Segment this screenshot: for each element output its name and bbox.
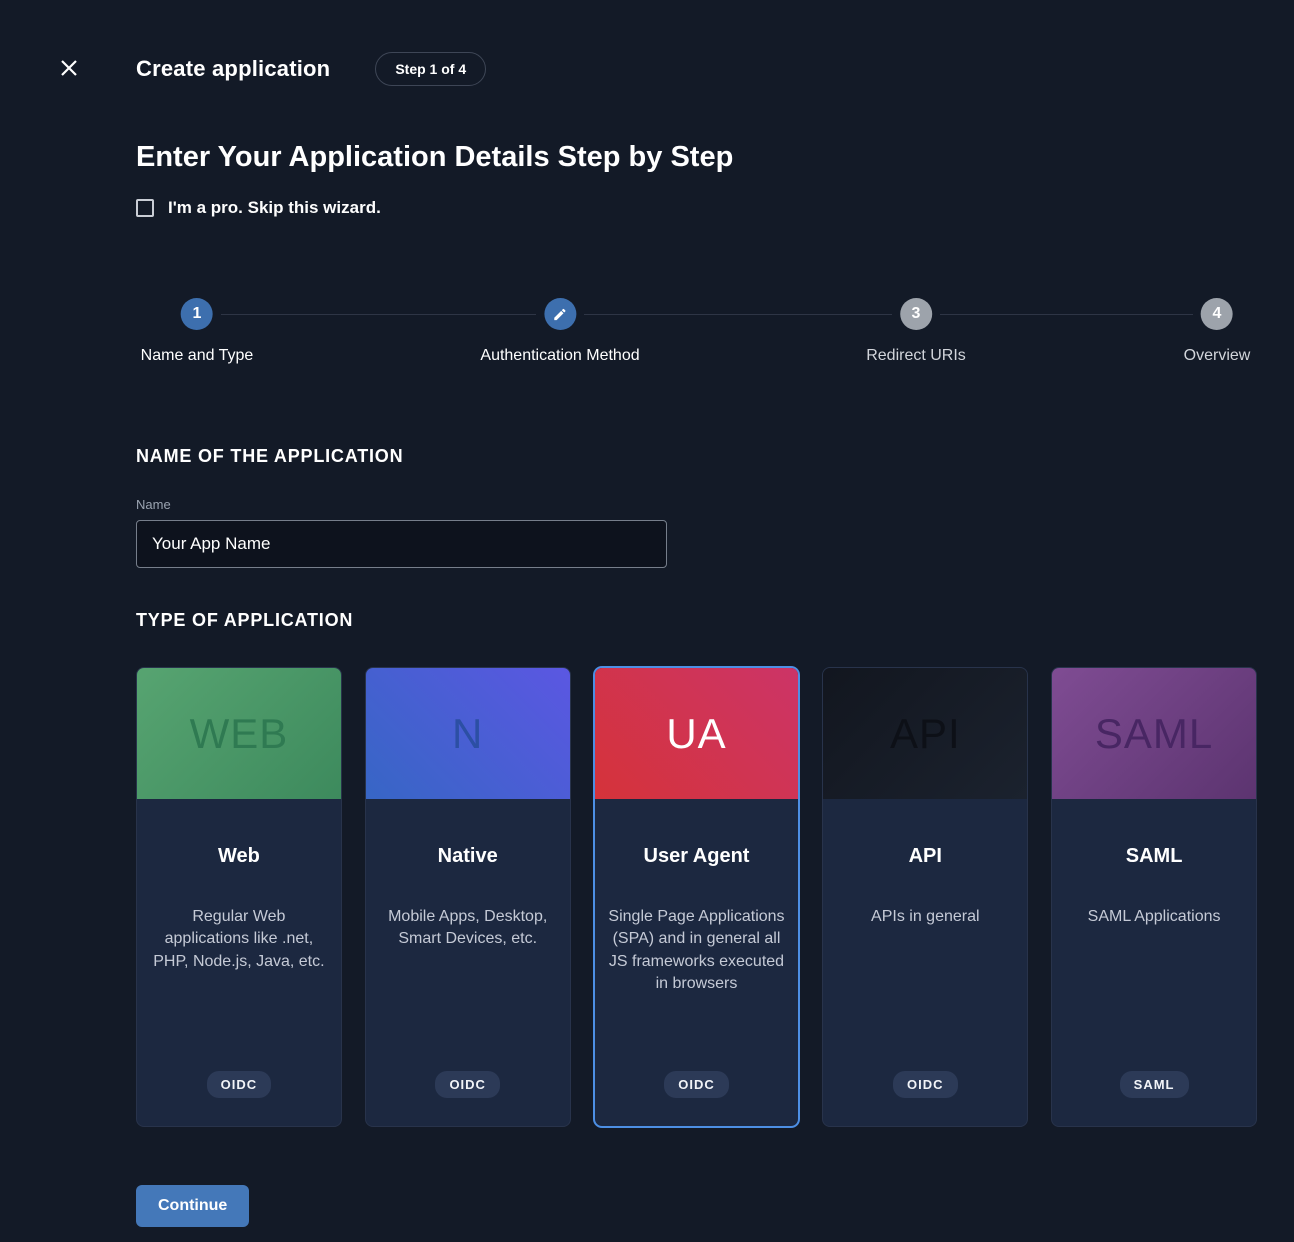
- app-type-card-list: WEB Web Regular Web applications like .n…: [136, 667, 1257, 1127]
- card-description: Regular Web applications like .net, PHP,…: [153, 908, 325, 970]
- stepper-step-redirect-uris[interactable]: 3 Redirect URIs: [866, 298, 966, 365]
- type-section-heading: TYPE OF APPLICATION: [136, 610, 354, 630]
- skip-wizard-label: I'm a pro. Skip this wizard.: [168, 198, 381, 217]
- step-label: Authentication Method: [480, 347, 640, 364]
- name-section-heading: NAME OF THE APPLICATION: [136, 446, 404, 466]
- app-type-card-web[interactable]: WEB Web Regular Web applications like .n…: [136, 667, 342, 1127]
- card-body: User Agent Single Page Applications (SPA…: [595, 799, 799, 1126]
- card-description: Mobile Apps, Desktop, Smart Devices, etc…: [388, 908, 548, 948]
- app-type-card-user-agent[interactable]: UA User Agent Single Page Applications (…: [593, 667, 800, 1127]
- card-body: Native Mobile Apps, Desktop, Smart Devic…: [366, 799, 570, 1126]
- card-title: Native: [437, 845, 498, 867]
- stepper-step-name-and-type[interactable]: 1 Name and Type: [140, 298, 254, 365]
- card-body: Web Regular Web applications like .net, …: [137, 799, 341, 1126]
- card-title: API: [908, 845, 942, 867]
- close-button[interactable]: [55, 55, 83, 83]
- protocol-badge: OIDC: [435, 1071, 500, 1098]
- card-title: User Agent: [643, 845, 750, 867]
- step-label: Redirect URIs: [866, 347, 966, 364]
- wizard-heading: Enter Your Application Details Step by S…: [136, 141, 734, 173]
- card-header-web: WEB: [137, 668, 341, 799]
- card-body: SAML SAML Applications SAML: [1052, 799, 1256, 1126]
- dialog-header: Create application Step 1 of 4: [0, 0, 1294, 86]
- card-body: API APIs in general OIDC: [823, 799, 1027, 1126]
- stepper-connector: [940, 314, 1193, 315]
- stepper-connector: [221, 314, 536, 315]
- protocol-badge: OIDC: [664, 1071, 729, 1098]
- card-description: Single Page Applications (SPA) and in ge…: [608, 908, 785, 993]
- stepper-connector: [584, 314, 892, 315]
- card-title: SAML: [1125, 845, 1183, 867]
- skip-wizard-checkbox[interactable]: [136, 199, 154, 217]
- step-badge: Step 1 of 4: [375, 52, 487, 86]
- close-icon: [57, 56, 81, 83]
- stepper-step-overview[interactable]: 4 Overview: [1183, 298, 1251, 365]
- continue-button[interactable]: Continue: [136, 1185, 250, 1227]
- step-number: 3: [899, 298, 932, 330]
- app-type-card-saml[interactable]: SAML SAML SAML Applications SAML: [1051, 667, 1257, 1127]
- protocol-badge: OIDC: [206, 1071, 272, 1098]
- edit-pencil-icon: [544, 298, 576, 330]
- card-title: Web: [217, 845, 260, 867]
- name-field-label: Name: [136, 497, 171, 512]
- card-header-user-agent: UA: [594, 668, 799, 799]
- app-type-card-api[interactable]: API API APIs in general OIDC: [822, 667, 1029, 1127]
- card-header-saml: SAML: [1052, 668, 1256, 799]
- protocol-badge: SAML: [1119, 1071, 1189, 1098]
- page-title: Create application: [136, 56, 331, 81]
- card-description: SAML Applications: [1087, 908, 1221, 925]
- step-number: 4: [1201, 298, 1233, 330]
- step-label: Overview: [1183, 347, 1251, 364]
- step-number: 1: [180, 298, 213, 330]
- card-description: APIs in general: [871, 908, 980, 925]
- app-name-input[interactable]: [136, 520, 667, 568]
- card-header-native: N: [365, 668, 570, 799]
- stepper-step-authentication-method[interactable]: Authentication Method: [480, 298, 640, 365]
- protocol-badge: OIDC: [893, 1071, 958, 1098]
- step-label: Name and Type: [140, 347, 254, 364]
- app-type-card-native[interactable]: N Native Mobile Apps, Desktop, Smart Dev…: [364, 667, 571, 1127]
- skip-wizard-row: I'm a pro. Skip this wizard.: [136, 198, 1294, 218]
- card-header-api: API: [823, 668, 1028, 799]
- wizard-stepper: 1 Name and Type Authentication Method 3 …: [136, 298, 1257, 382]
